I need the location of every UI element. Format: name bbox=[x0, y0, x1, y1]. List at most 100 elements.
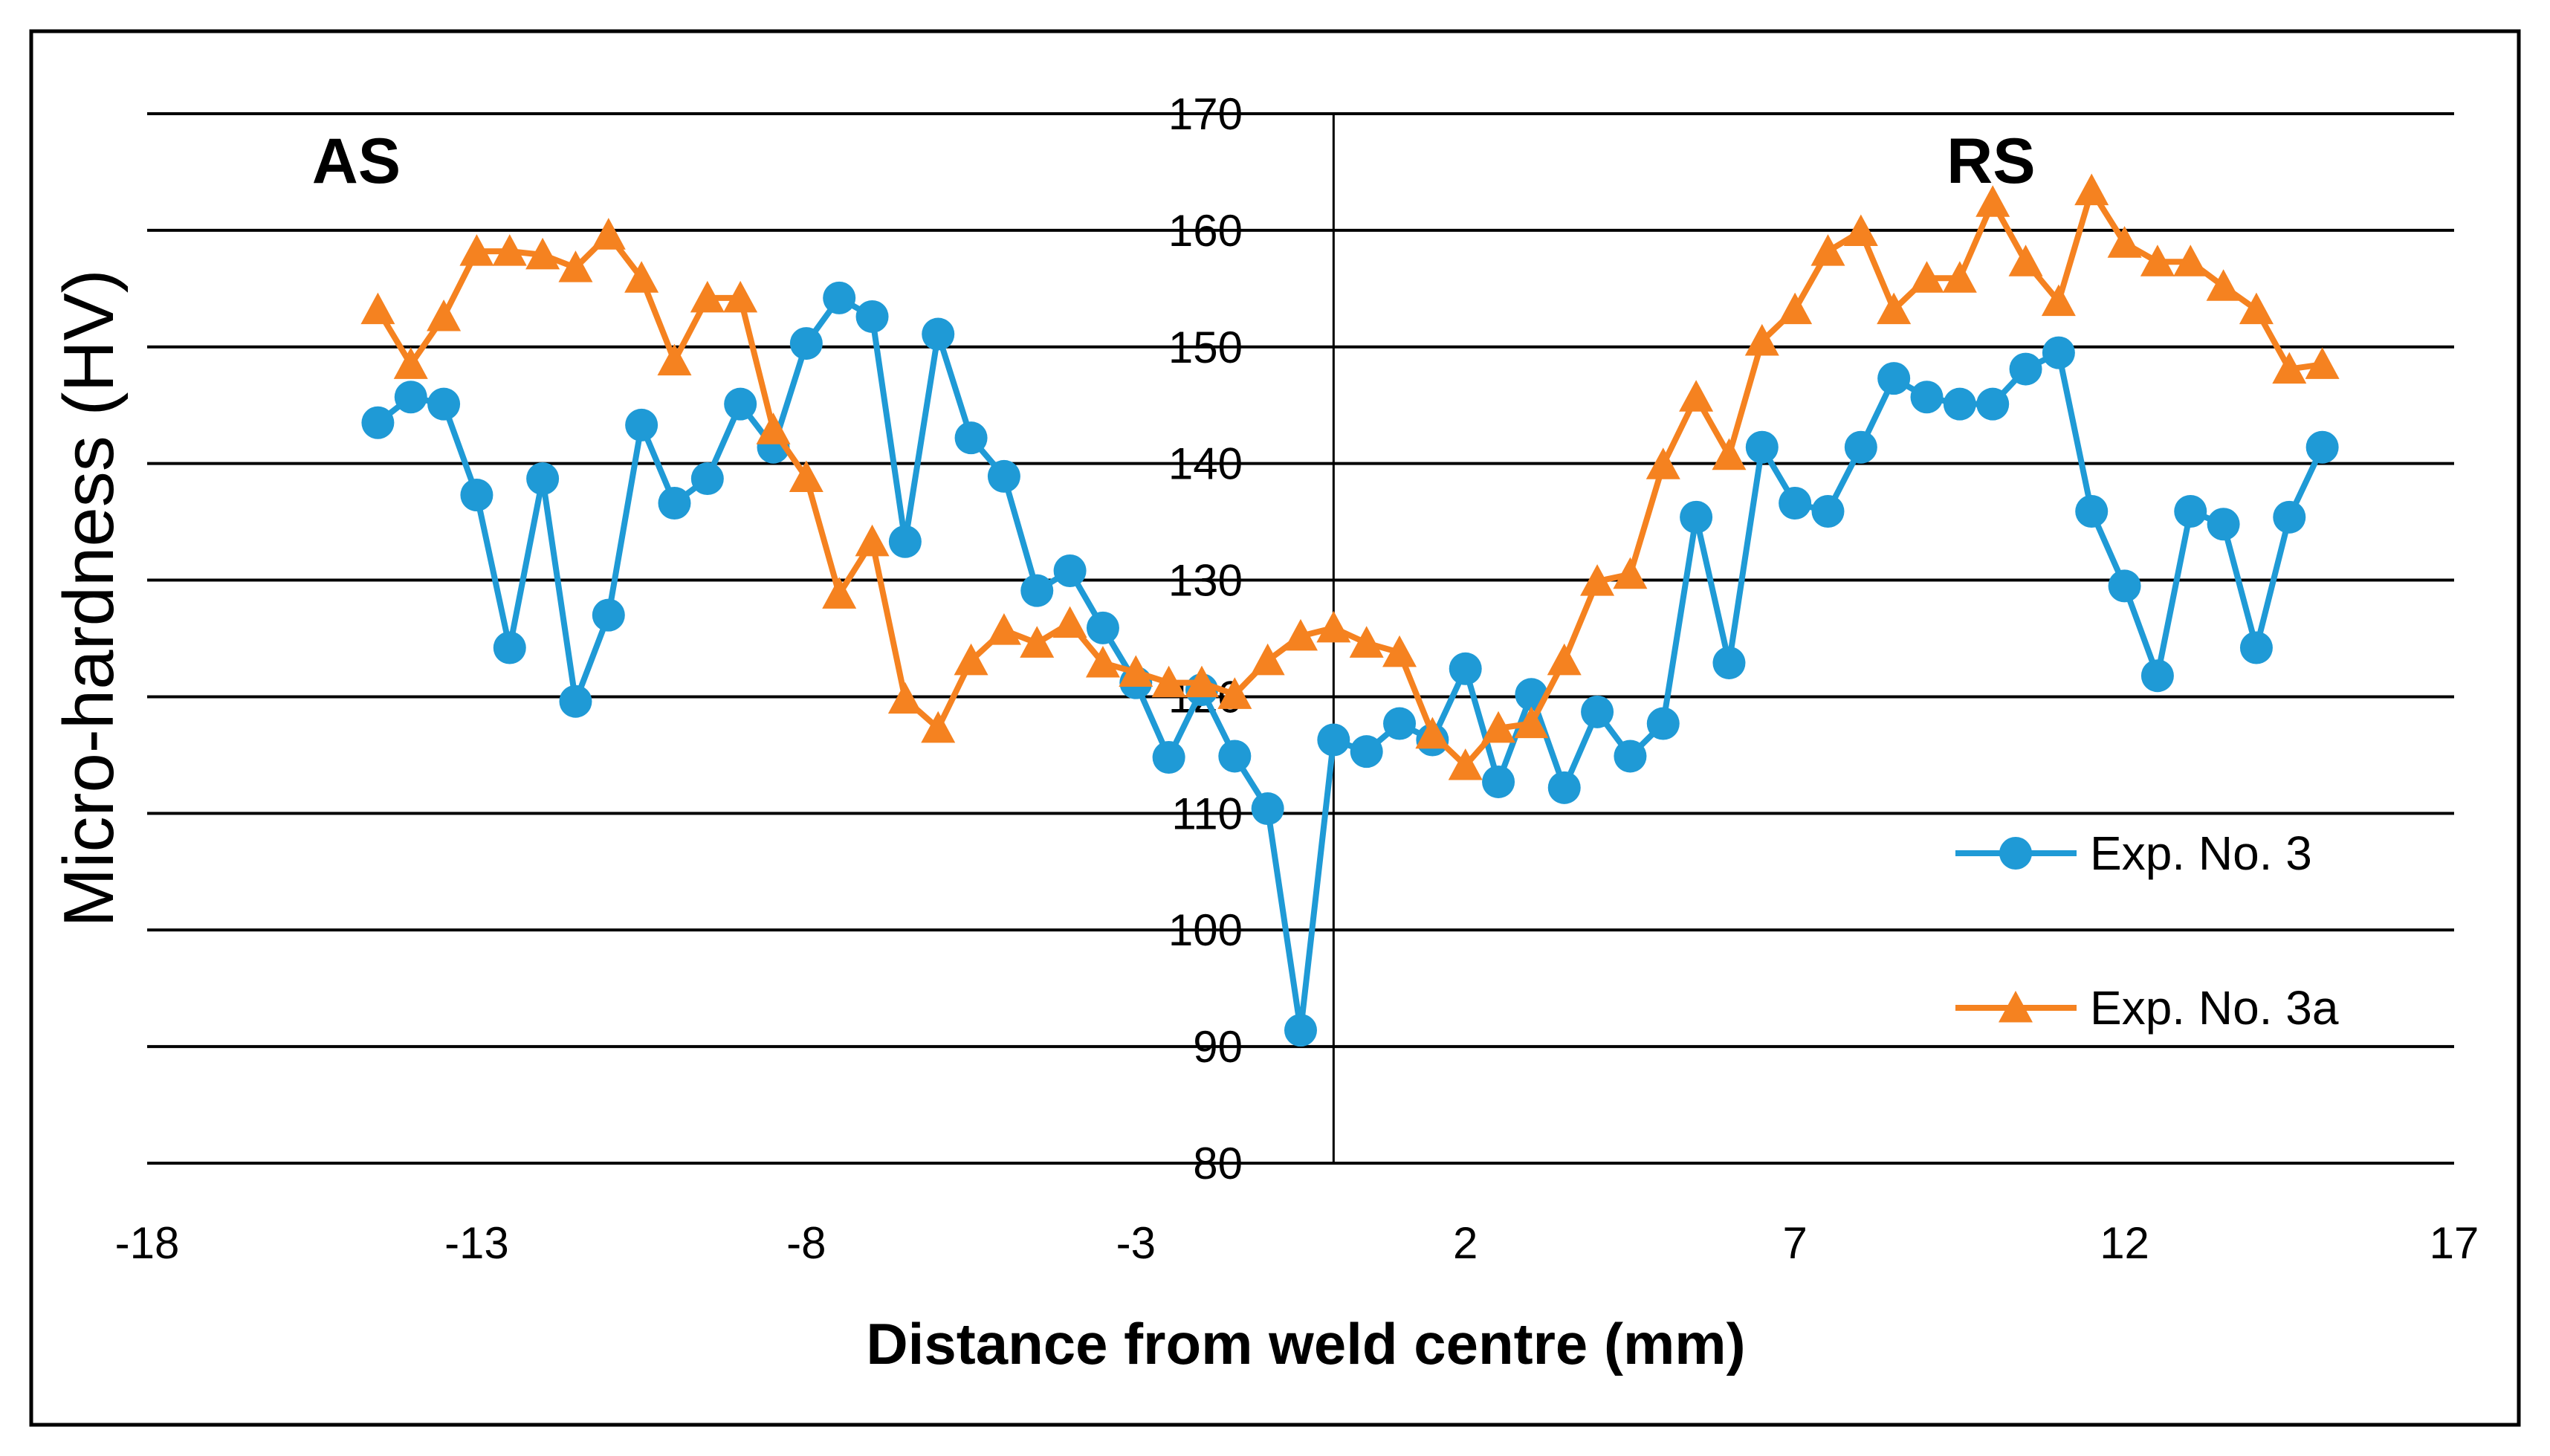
legend-label-exp3: Exp. No. 3 bbox=[2090, 826, 2312, 880]
y-tick-label: 100 bbox=[1168, 905, 1243, 955]
data-point-exp3 bbox=[1383, 707, 1417, 740]
data-point-exp3a bbox=[2074, 173, 2109, 206]
data-point-exp3 bbox=[1646, 707, 1680, 740]
data-point-exp3a bbox=[921, 711, 956, 743]
data-point-exp3a bbox=[591, 218, 626, 250]
data-point-exp3a bbox=[2041, 284, 2076, 317]
y-tick-label: 80 bbox=[1193, 1139, 1243, 1188]
legend-label-exp3a: Exp. No. 3a bbox=[2090, 981, 2339, 1035]
data-point-exp3 bbox=[1844, 430, 1877, 464]
data-point-exp3a bbox=[1843, 214, 1878, 247]
legend: Exp. No. 3 Exp. No. 3a bbox=[1955, 826, 2339, 1035]
data-point-exp3 bbox=[1086, 611, 1119, 644]
chart-frame bbox=[29, 29, 2521, 1427]
data-point-exp3 bbox=[1976, 387, 2010, 421]
data-point-exp3 bbox=[724, 387, 757, 421]
data-point-exp3 bbox=[1053, 554, 1087, 588]
data-point-exp3 bbox=[2108, 569, 2141, 603]
data-point-exp3 bbox=[2273, 500, 2306, 534]
data-point-exp3a bbox=[1349, 626, 1384, 658]
data-point-exp3a bbox=[1580, 564, 1615, 596]
data-point-exp3a bbox=[1382, 635, 1417, 667]
data-point-exp3a bbox=[2008, 245, 2043, 276]
data-point-exp3 bbox=[888, 525, 922, 558]
x-tick-label: -8 bbox=[786, 1218, 826, 1268]
data-point-exp3 bbox=[1251, 792, 1284, 826]
data-point-exp3a bbox=[657, 343, 692, 376]
data-point-exp3a bbox=[690, 280, 725, 313]
data-point-exp3a bbox=[1613, 557, 1648, 589]
data-point-exp3a bbox=[1217, 677, 1252, 709]
data-point-exp3 bbox=[625, 408, 658, 441]
gridlines bbox=[147, 112, 2454, 1165]
data-point-exp3a bbox=[624, 261, 659, 293]
data-point-exp3 bbox=[1482, 765, 1515, 798]
data-point-exp3a bbox=[525, 237, 560, 270]
data-point-exp3 bbox=[2239, 631, 2273, 664]
y-tick-label: 150 bbox=[1168, 323, 1243, 372]
data-point-exp3a bbox=[1020, 626, 1055, 658]
data-point-exp3a bbox=[2173, 245, 2208, 276]
data-point-exp3a bbox=[855, 524, 890, 557]
x-tick-label: -13 bbox=[444, 1218, 509, 1268]
x-tick-label: 2 bbox=[1453, 1218, 1478, 1268]
data-point-exp3 bbox=[1020, 574, 1054, 607]
data-point-exp3 bbox=[987, 459, 1020, 493]
data-point-exp3 bbox=[1152, 741, 1185, 774]
data-point-exp3 bbox=[394, 381, 427, 414]
data-point-exp3a bbox=[1547, 643, 1582, 676]
data-point-exp3 bbox=[690, 462, 724, 496]
data-point-exp3a bbox=[2305, 347, 2340, 379]
data-point-exp3 bbox=[1581, 695, 1614, 728]
data-point-exp3 bbox=[2207, 508, 2240, 541]
data-point-exp3a bbox=[1514, 706, 1549, 739]
data-point-exp3 bbox=[1877, 362, 1911, 395]
data-point-exp3a bbox=[1250, 643, 1285, 676]
legend-marker-exp3a bbox=[1999, 991, 2033, 1023]
data-point-exp3a bbox=[756, 412, 791, 444]
data-point-exp3 bbox=[361, 406, 395, 439]
data-point-exp3 bbox=[658, 487, 691, 520]
data-point-exp3 bbox=[922, 317, 955, 351]
data-point-exp3 bbox=[493, 631, 526, 664]
data-point-exp3a bbox=[1744, 323, 1779, 356]
y-tick-label: 160 bbox=[1168, 206, 1243, 256]
data-point-exp3 bbox=[954, 421, 988, 455]
data-point-exp3 bbox=[823, 281, 856, 314]
data-point-exp3a bbox=[2206, 269, 2241, 301]
data-point-exp3 bbox=[1943, 387, 1976, 421]
data-point-exp3a bbox=[1448, 748, 1483, 780]
data-point-exp3a bbox=[492, 234, 527, 266]
data-point-exp3 bbox=[592, 598, 625, 632]
data-point-exp3a bbox=[1151, 665, 1186, 698]
data-point-exp3 bbox=[1317, 723, 1350, 757]
data-point-exp3a bbox=[1415, 716, 1450, 749]
data-point-exp3 bbox=[1712, 646, 1746, 679]
data-point-exp3a bbox=[2239, 292, 2274, 325]
data-point-exp3a bbox=[2107, 226, 2142, 258]
data-point-exp3a bbox=[2140, 245, 2175, 276]
x-tick-label: 7 bbox=[1782, 1218, 1807, 1268]
x-tick-label: -3 bbox=[1116, 1218, 1156, 1268]
data-point-exp3a bbox=[1909, 261, 1944, 293]
data-point-exp3 bbox=[1680, 500, 1713, 534]
y-tick-label: 90 bbox=[1193, 1022, 1243, 1072]
data-point-exp3 bbox=[1284, 1014, 1317, 1047]
data-point-exp3a bbox=[1712, 438, 1747, 470]
data-point-exp3a bbox=[393, 347, 428, 379]
data-point-exp3a bbox=[1316, 610, 1351, 643]
data-point-exp3a bbox=[789, 460, 823, 493]
data-point-exp3a bbox=[986, 613, 1021, 645]
data-point-exp3a bbox=[1877, 292, 1912, 325]
data-point-exp3 bbox=[1745, 430, 1779, 464]
y-axis-label: Micro-hardness (HV) bbox=[49, 269, 129, 928]
data-point-exp3 bbox=[2140, 659, 2174, 693]
x-axis-label: Distance from weld centre (mm) bbox=[866, 1311, 1745, 1376]
data-point-exp3a bbox=[2272, 352, 2307, 384]
x-tick-label: -18 bbox=[115, 1218, 180, 1268]
data-point-exp3 bbox=[2305, 430, 2339, 464]
legend-marker-exp3 bbox=[1999, 837, 2032, 870]
data-point-exp3 bbox=[1218, 740, 1252, 773]
data-point-exp3a bbox=[887, 682, 922, 714]
